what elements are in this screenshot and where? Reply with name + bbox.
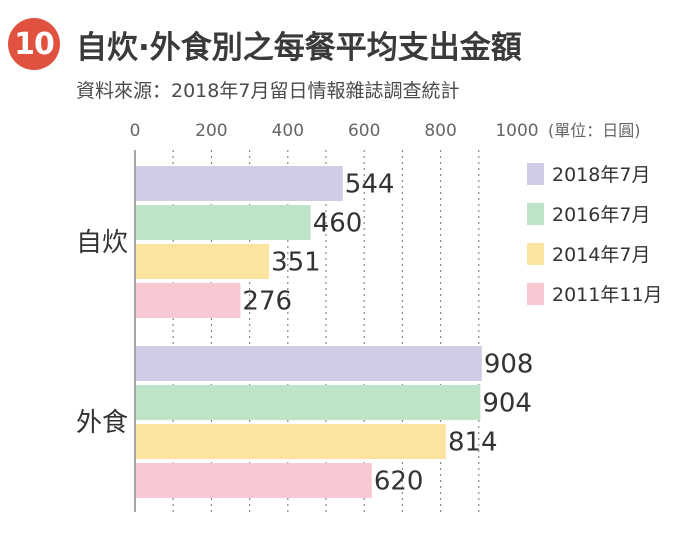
bar-value-label: 620 xyxy=(374,467,424,497)
unit-label: (單位：日圓) xyxy=(548,121,641,140)
legend-label: 2011年11月 xyxy=(552,284,663,306)
chart-source: 資料來源：2018年7月留日情報雜誌調查統計 xyxy=(76,80,460,102)
legend-swatch xyxy=(527,163,544,185)
legend-swatch xyxy=(527,203,544,225)
bar xyxy=(136,244,270,279)
category-label: 自炊 xyxy=(76,228,128,258)
x-tick-label: 1000 xyxy=(495,121,538,141)
bar xyxy=(136,283,241,318)
legend-label: 2018年7月 xyxy=(552,164,650,186)
chart-title: 自炊·外食別之每餐平均支出金額 xyxy=(76,30,522,66)
bar-value-label: 276 xyxy=(242,287,292,317)
x-tick-label: 600 xyxy=(348,121,380,141)
x-axis-ticks: 0 200 400 600 800 1000 xyxy=(130,121,539,141)
legend-label: 2014年7月 xyxy=(552,244,650,266)
category-label: 外食 xyxy=(76,408,128,438)
legend-swatch xyxy=(527,243,544,265)
data-labels: 544 460 351 276 908 904 814 620 xyxy=(242,170,533,497)
bar-value-label: 460 xyxy=(313,209,363,239)
legend-swatch xyxy=(527,283,544,305)
bar-value-label: 904 xyxy=(482,389,532,419)
chart-number-badge: 10 xyxy=(8,18,60,70)
x-tick-label: 200 xyxy=(195,121,227,141)
bar xyxy=(136,385,481,420)
legend-label: 2016年7月 xyxy=(552,204,650,226)
bar xyxy=(136,424,446,459)
bar-value-label: 814 xyxy=(448,428,498,458)
bar-value-label: 351 xyxy=(271,248,321,278)
bar-value-label: 908 xyxy=(484,350,534,380)
x-tick-label: 400 xyxy=(272,121,304,141)
x-tick-label: 800 xyxy=(424,121,456,141)
bar xyxy=(136,463,372,498)
bar xyxy=(136,205,311,240)
legend: 2018年7月 2016年7月 2014年7月 2011年11月 xyxy=(527,163,663,306)
bar-value-label: 544 xyxy=(345,170,395,200)
x-tick-label: 0 xyxy=(130,121,141,141)
bar xyxy=(136,166,343,201)
bar xyxy=(136,346,482,381)
bars xyxy=(136,166,482,498)
